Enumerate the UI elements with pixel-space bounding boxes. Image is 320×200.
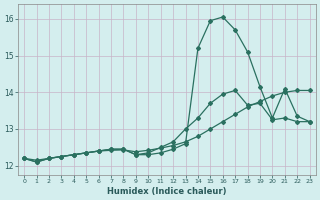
X-axis label: Humidex (Indice chaleur): Humidex (Indice chaleur) [107, 187, 227, 196]
